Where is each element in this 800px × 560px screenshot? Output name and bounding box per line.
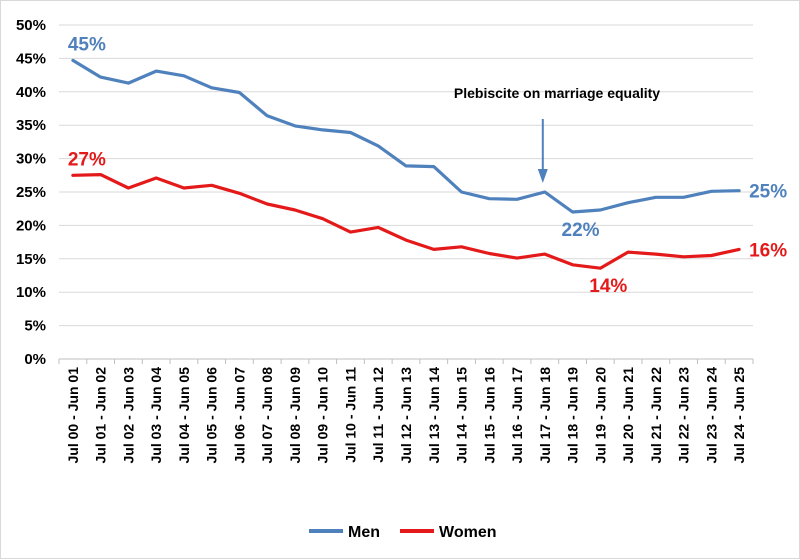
y-tick-label: 30%: [16, 151, 46, 168]
x-tick-label: Jul 21 - Jun 22: [648, 367, 664, 464]
data-label-men: 45%: [68, 34, 106, 55]
x-tick-label: Jul 23 - Jun 24: [703, 367, 719, 464]
legend: Men Women: [309, 524, 496, 541]
y-tick-label: 50%: [16, 17, 46, 34]
y-axis-ticks: 0% 5% 10% 15% 20% 25% 30% 35% 40% 45% 50%: [16, 17, 46, 368]
data-label-women: 16%: [749, 240, 787, 261]
x-tick-label: Jul 12 - Jun 13: [398, 367, 414, 464]
x-tick-label: Jul 00 - Jun 01: [65, 367, 81, 464]
x-tick-label: Jul 11 - Jun 12: [370, 367, 386, 463]
data-label-women: 14%: [589, 276, 627, 297]
x-tick-label: Jul 09 - Jun 10: [315, 367, 331, 464]
x-tick-label: Jul 13 - Jun 14: [426, 367, 442, 464]
x-tick-label: Jul 22 - Jun 23: [676, 367, 692, 464]
x-tick-label: Jul 06 - Jun 07: [231, 367, 247, 464]
plebiscite-annotation: Plebiscite on marriage equality: [454, 85, 660, 183]
x-tick-label: Jul 20 - Jun 21: [620, 367, 636, 464]
annotation-text: Plebiscite on marriage equality: [454, 85, 660, 101]
legend-men-label: Men: [348, 524, 380, 541]
series-line-women: [71, 173, 741, 270]
y-tick-label: 25%: [16, 184, 46, 201]
y-tick-label: 45%: [16, 50, 46, 67]
data-label-women: 27%: [68, 149, 106, 170]
y-tick-label: 15%: [16, 251, 46, 268]
annotation-arrowhead: [537, 169, 548, 183]
x-tick-label: Jul 07 - Jun 08: [259, 367, 275, 464]
x-tick-label: Jul 18 - Jun 19: [565, 367, 581, 464]
legend-women-label: Women: [439, 524, 496, 541]
y-tick-label: 5%: [24, 318, 46, 335]
series-line-men: [71, 58, 741, 214]
x-tick-label: Jul 14 - Jun 15: [454, 367, 470, 464]
x-tick-label: Jul 02 - Jun 03: [120, 367, 136, 464]
data-label-men: 22%: [562, 220, 600, 241]
x-tick-label: Jul 03 - Jun 04: [148, 367, 164, 464]
x-axis: Jul 00 - Jun 01 Jul 01 - Jun 02 Jul 02 - J…: [58, 358, 754, 464]
x-tick-label: Jul 05 - Jun 06: [204, 367, 220, 464]
y-tick-label: 40%: [16, 84, 46, 101]
data-labels: 45% 22% 25% 27% 14% 16%: [68, 34, 787, 297]
x-tick-label: Jul 04 - Jun 05: [176, 367, 192, 464]
gridlines: [59, 24, 753, 360]
x-tick-label: Jul 17 - Jun 18: [537, 367, 553, 464]
y-tick-label: 35%: [16, 117, 46, 134]
x-tick-label: Jul 01 - Jun 02: [93, 367, 109, 464]
x-tick-label: Jul 15 - Jun 16: [481, 367, 497, 464]
y-tick-label: 10%: [16, 284, 46, 301]
series-lines: [71, 58, 741, 270]
x-tick-label: Jul 19 - Jun 20: [592, 367, 608, 464]
y-tick-label: 0%: [24, 351, 46, 368]
x-tick-label: Jul 10 - Jun 11: [342, 367, 358, 463]
x-tick-label: Jul 08 - Jun 09: [287, 367, 303, 464]
data-label-men: 25%: [749, 182, 787, 203]
x-tick-label: Jul 16 - Jun 17: [509, 367, 525, 464]
x-tick-label: Jul 24 - Jun 25: [731, 367, 747, 464]
y-tick-label: 20%: [16, 217, 46, 234]
